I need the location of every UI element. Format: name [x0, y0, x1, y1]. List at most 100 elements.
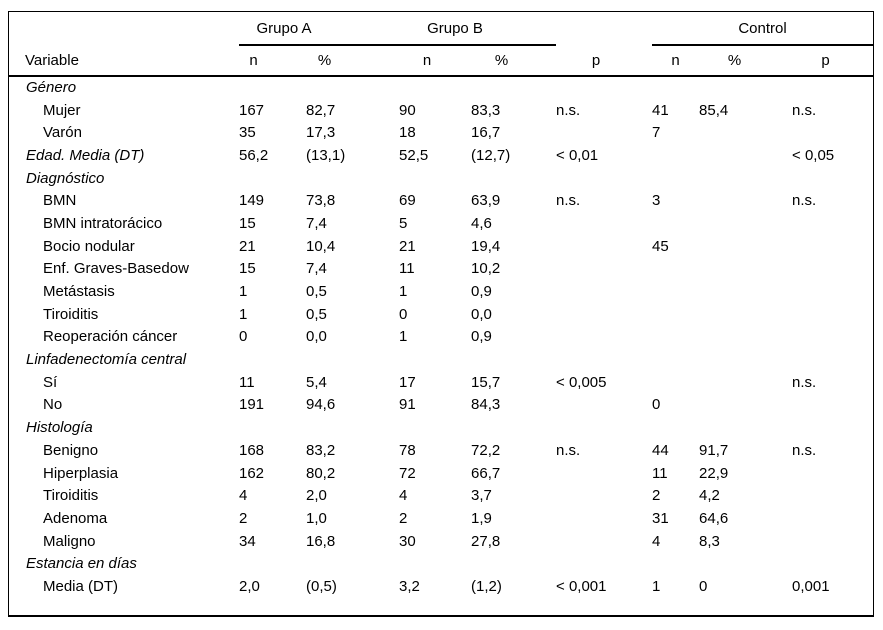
c-pct-cell	[699, 76, 792, 99]
table-row: Benigno 168 83,2 78 72,2 n.s. 44 91,7 n.…	[9, 439, 873, 462]
b-n-cell: 11	[399, 260, 415, 278]
variable-cell: Enf. Graves-Basedow	[43, 260, 189, 278]
variable-cell: Hiperplasia	[43, 464, 119, 482]
p2-cell: n.s.	[792, 373, 817, 391]
p2-cell	[792, 212, 873, 235]
p1-cell	[556, 76, 652, 99]
table-row: Media (DT) 2,0 (0,5) 3,2 (1,2) < 0,001 1…	[9, 575, 873, 598]
table-row: Varón 35 17,3 18 16,7 7	[9, 121, 873, 144]
table-row: Hiperplasia 162 80,2 72 66,7 11 22,9	[9, 462, 873, 485]
a-pct-cell: 73,8	[306, 192, 336, 210]
b-pct-cell: 10,2	[471, 260, 501, 278]
p2-cell	[792, 235, 873, 258]
p1-cell	[556, 303, 652, 326]
control-n-header: n	[652, 45, 700, 77]
a-n-cell: 168	[239, 441, 265, 459]
control-pct-header: %	[699, 45, 793, 77]
p2-cell: < 0,05	[792, 146, 835, 164]
b-n-cell: 18	[399, 124, 416, 142]
variable-cell: Reoperación cáncer	[43, 328, 178, 346]
table-row: Enf. Graves-Basedow 15 7,4 11 10,2	[9, 258, 873, 281]
table-row: Reoperación cáncer 0 0,0 1 0,9	[9, 326, 873, 349]
p1-cell	[556, 235, 652, 258]
variable-cell: Metástasis	[43, 283, 115, 301]
p2-cell	[792, 484, 873, 507]
table-row: Histología	[9, 416, 873, 439]
c-pct-cell: 8,3	[699, 532, 720, 550]
p-column-spacer	[556, 12, 652, 45]
c-pct-cell	[699, 121, 792, 144]
c-n-cell	[652, 258, 699, 281]
variable-cell: BMN	[43, 192, 77, 210]
b-pct-cell: 16,7	[471, 124, 501, 142]
b-n-cell: 72	[399, 464, 416, 482]
variable-cell: Mujer	[43, 101, 81, 119]
a-pct-cell: 82,7	[306, 101, 336, 119]
a-pct-cell: (13,1)	[306, 146, 346, 164]
a-pct-cell: (0,5)	[306, 577, 337, 595]
p1-cell	[556, 530, 652, 553]
p2-cell	[792, 167, 873, 190]
b-n-cell	[399, 167, 471, 190]
c-n-cell	[652, 76, 699, 99]
c-pct-cell	[699, 394, 792, 417]
a-n-cell: 34	[239, 532, 256, 550]
p1-cell: < 0,005	[556, 373, 607, 391]
column-header-row: Variable n % n % p n % p	[9, 45, 874, 77]
a-pct-cell: 94,6	[306, 396, 336, 414]
c-pct-cell	[699, 144, 792, 167]
b-pct-cell: 0,9	[471, 328, 492, 346]
c-pct-cell: 85,4	[699, 101, 729, 119]
b-pct-cell	[471, 552, 556, 575]
p2-cell	[792, 280, 873, 303]
table-row: Diagnóstico	[9, 167, 873, 190]
c-n-cell: 0	[652, 396, 661, 414]
table-row: Edad. Media (DT) 56,2 (13,1) 52,5 (12,7)…	[9, 144, 873, 167]
b-n-cell: 3,2	[399, 577, 420, 595]
b-n-cell: 4	[399, 487, 408, 505]
a-pct-cell: 16,8	[306, 532, 336, 550]
b-pct-cell: 0,0	[471, 305, 492, 323]
variable-cell: Maligno	[43, 532, 96, 550]
p2-cell: n.s.	[792, 441, 817, 459]
p-value-header: p	[556, 45, 653, 77]
c-n-cell	[652, 167, 699, 190]
b-n-cell: 30	[399, 532, 416, 550]
b-n-cell: 17	[399, 373, 416, 391]
table-body: Género Mujer 167 82,7 90 83,3 n.s. 41 85…	[9, 76, 873, 598]
a-n-cell: 1	[239, 305, 248, 323]
b-pct-cell: 66,7	[471, 464, 501, 482]
b-pct-cell: (12,7)	[471, 146, 511, 164]
c-n-cell: 45	[652, 237, 669, 255]
table-row: Género	[9, 76, 873, 99]
b-pct-cell: 63,9	[471, 192, 501, 210]
a-n-cell: 15	[239, 214, 256, 232]
a-pct-cell: 1,0	[306, 509, 327, 527]
p2-cell	[792, 258, 873, 281]
p1-cell	[556, 258, 652, 281]
p1-cell: < 0,001	[556, 577, 607, 595]
c-n-cell: 4	[652, 532, 661, 550]
control-p-header: p	[792, 45, 874, 77]
variable-column-header: Variable	[9, 45, 239, 77]
p1-cell: n.s.	[556, 192, 581, 210]
p1-cell	[556, 326, 652, 349]
a-pct-cell: 0,5	[306, 305, 327, 323]
c-pct-cell: 64,6	[699, 509, 729, 527]
group-header-row: Grupo A Grupo B Control	[9, 12, 874, 46]
c-n-cell	[652, 348, 699, 371]
variable-cell: Edad. Media (DT)	[26, 146, 145, 164]
b-n-cell: 78	[399, 441, 416, 459]
table-row: Metástasis 1 0,5 1 0,9	[9, 280, 873, 303]
c-n-cell: 1	[652, 577, 661, 595]
a-n-cell	[239, 552, 306, 575]
a-n-cell: 2,0	[239, 577, 260, 595]
c-pct-cell	[699, 348, 792, 371]
c-pct-cell	[699, 371, 792, 394]
c-n-cell: 31	[652, 509, 669, 527]
p1-cell	[556, 416, 652, 439]
table-row: Adenoma 2 1,0 2 1,9 31 64,6	[9, 507, 873, 530]
table-header: Grupo A Grupo B Control Variable n % n %…	[9, 12, 874, 77]
variable-cell: Adenoma	[43, 509, 108, 527]
c-pct-cell	[699, 167, 792, 190]
